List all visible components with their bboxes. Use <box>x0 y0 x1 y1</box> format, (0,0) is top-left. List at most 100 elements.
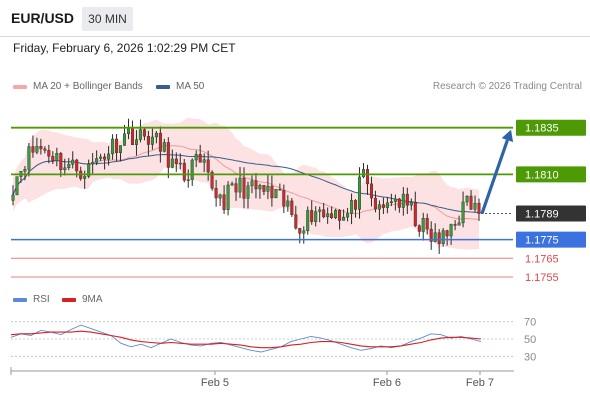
candle-up <box>202 159 206 163</box>
candle-down <box>214 188 218 199</box>
rsi-line <box>10 324 482 353</box>
time-tick-label-2: Feb 7 <box>466 377 494 389</box>
rsi-tick-label-2: 30 <box>524 351 536 363</box>
rsi-swatch <box>13 297 27 302</box>
rsi-ma-swatch <box>62 297 76 302</box>
legend-rsi-ma: 9MA <box>62 294 103 305</box>
candle-down <box>366 169 370 185</box>
candle-up <box>358 176 362 210</box>
candle-down <box>381 204 385 208</box>
candle-down <box>166 142 170 168</box>
candle-up <box>35 145 39 153</box>
candle-up <box>83 176 87 179</box>
level-tag-2 <box>516 205 586 222</box>
level-label-5: 1.1755 <box>525 272 559 284</box>
candle-down <box>298 227 302 234</box>
candle-down <box>262 185 266 192</box>
candle-down <box>182 162 186 181</box>
timeframe-button[interactable]: 30 MIN <box>82 7 133 31</box>
candle-down <box>437 232 441 244</box>
candle-up <box>11 194 15 201</box>
candle-up <box>286 200 290 207</box>
candle-up <box>91 162 95 165</box>
candle-up <box>306 210 310 231</box>
candle-down <box>397 198 401 208</box>
candle-down <box>51 156 55 161</box>
candle-up <box>473 202 477 210</box>
candle-down <box>445 230 449 237</box>
candle-down <box>47 150 51 157</box>
forecast-arrow-shaft <box>480 139 509 215</box>
candle-up <box>107 153 111 160</box>
forecast-arrow-head <box>501 129 514 143</box>
candle-up <box>218 194 222 199</box>
candle-down <box>115 138 119 154</box>
candle-up <box>71 159 75 165</box>
candle-down <box>222 194 226 211</box>
candle-down <box>417 225 421 232</box>
candle-up <box>95 158 99 163</box>
candle-down <box>270 185 274 199</box>
candle-down <box>322 209 326 218</box>
candle-up <box>334 210 338 219</box>
candle-down <box>338 210 342 221</box>
copyright-label: Research © 2026 Trading Central <box>432 81 582 92</box>
candle-down <box>282 190 286 207</box>
candle-up <box>326 213 330 218</box>
candle-down <box>174 158 178 164</box>
candle-down <box>39 145 43 150</box>
candle-down <box>294 214 298 229</box>
candle-down <box>469 195 473 210</box>
candle-up <box>170 158 174 168</box>
candle-up <box>250 180 254 187</box>
candle-down <box>31 146 35 153</box>
rsi-ma-line <box>10 330 482 349</box>
level-label-1: 1.1810 <box>525 169 559 181</box>
candle-down <box>310 210 314 222</box>
level-tag-3 <box>516 231 586 248</box>
candle-down <box>75 159 79 172</box>
candle-up <box>362 169 366 178</box>
candle-down <box>413 201 417 226</box>
candle-down <box>242 177 246 199</box>
legend-rsi: RSI <box>13 294 50 305</box>
candle-up <box>67 163 71 168</box>
candle-down <box>146 135 150 145</box>
candle-up <box>302 230 306 234</box>
candle-down <box>198 154 202 163</box>
level-tag-0 <box>516 119 586 136</box>
level-label-2: 1.1789 <box>525 209 559 221</box>
candle-up <box>246 185 250 199</box>
candle-down <box>59 153 63 171</box>
candle-up <box>401 193 405 208</box>
candle-up <box>449 224 453 237</box>
candle-up <box>389 201 393 204</box>
candle-up <box>258 185 262 190</box>
header-divider <box>0 36 590 37</box>
ma50-swatch <box>156 84 170 89</box>
candle-down <box>477 202 481 214</box>
candle-up <box>63 167 67 171</box>
candle-down <box>254 180 258 190</box>
candle-up <box>377 204 381 210</box>
candle-up <box>314 211 318 222</box>
candle-up <box>342 216 346 221</box>
time-tick-label-0: Feb 5 <box>201 377 229 389</box>
candle-up <box>461 201 465 224</box>
legend-rsi-ma-label: 9MA <box>82 294 103 305</box>
candle-up <box>118 145 122 154</box>
candle-up <box>15 176 19 196</box>
candle-down <box>330 213 334 219</box>
legend-bollinger-label: MA 20 + Bollinger Bands <box>33 81 143 92</box>
candle-down <box>130 127 134 145</box>
candle-up <box>190 159 194 180</box>
candle-down <box>234 183 238 193</box>
rsi-tick-label-1: 50 <box>524 334 536 346</box>
candle-up <box>186 179 190 181</box>
candle-down <box>405 193 409 206</box>
candle-up <box>99 156 103 159</box>
candle-up <box>421 218 425 232</box>
legend-rsi-label: RSI <box>33 294 50 305</box>
